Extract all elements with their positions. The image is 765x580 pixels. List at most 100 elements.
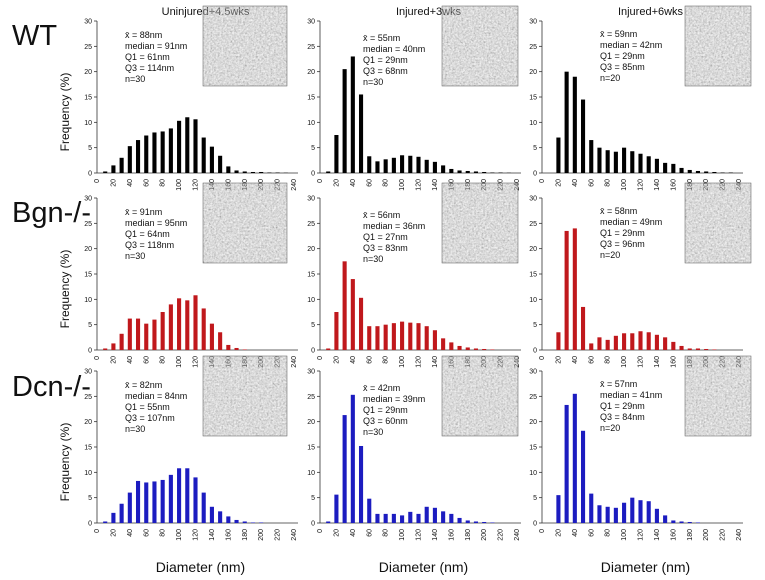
histogram-bar [127,146,132,173]
y-tick-label: 20 [307,69,315,76]
histogram-bar [326,348,331,350]
histogram-bar [482,171,487,173]
x-tick-label: 60 [366,356,373,364]
x-tick-label: 100 [621,529,628,541]
y-tick-label: 20 [529,69,537,76]
histogram-bar [473,171,479,173]
x-tick-label: 240 [736,529,743,541]
stats-line: Q3 = 118nm [125,240,174,250]
stats-line: median = 41nm [600,390,662,400]
y-tick-label: 0 [88,521,92,528]
x-tick-label: 20 [555,179,562,187]
y-tick-label: 20 [307,419,315,426]
x-tick-label: 120 [638,529,645,541]
x-tick-label: 80 [160,529,167,537]
histogram-bar [400,155,405,173]
y-tick-label: 20 [84,69,92,76]
histogram-bar [432,330,437,350]
histogram-bar [267,172,272,173]
stats-line: x̄ = 55nm [363,33,400,43]
x-tick-label: 100 [399,179,406,191]
micrograph-border [684,182,752,264]
column-title: Injured+6wks [618,6,684,18]
histogram-bar [408,322,413,350]
stats-line: Q1 = 29nm [363,405,408,415]
histogram-bar [127,318,132,350]
histogram-bar [687,348,692,350]
stats-line: x̄ = 59nm [600,29,637,39]
x-tick-label: 40 [572,529,579,537]
histogram-bar [704,348,709,350]
histogram-bar [342,415,347,523]
x-tick-label: 160 [448,529,455,541]
stats-line: Q3 = 68nm [363,66,408,76]
x-tick-label: 60 [588,356,595,364]
histogram-bar [218,332,223,350]
stats-line: Q1 = 64nm [125,229,170,239]
histogram-bar [168,128,173,173]
y-tick-label: 15 [307,272,315,279]
histogram-bar [638,500,643,523]
histogram-bar [712,349,717,350]
y-tick-label: 20 [529,419,537,426]
stats-line: x̄ = 82nm [125,380,162,390]
histogram-bar [441,511,446,523]
stats-line: median = 91nm [125,41,187,51]
y-tick-label: 10 [84,297,92,304]
histogram-bar [391,513,396,523]
histogram-bar [209,323,214,350]
histogram-bar [597,505,602,523]
y-tick-label: 0 [533,521,537,528]
stats-line: Q1 = 29nm [363,55,408,65]
stats-line: Q1 = 29nm [600,51,645,61]
histogram-bar [424,326,429,350]
histogram-bar [646,332,651,350]
histogram-bar [383,159,388,173]
histogram-bar [226,516,231,523]
stats-line: x̄ = 88nm [125,30,162,40]
y-tick-label: 0 [533,348,537,355]
x-tick-label: 40 [350,529,357,537]
histogram-bar [209,506,214,523]
stats-line: x̄ = 57nm [600,379,637,389]
stats-line: n=20 [600,73,620,83]
histogram-bar [367,326,372,350]
histogram-bar [613,151,618,173]
x-axis-label: Diameter (nm) [379,559,468,575]
y-tick-label: 5 [533,322,537,329]
stats-line: Q1 = 61nm [125,52,170,62]
histogram-bar [646,156,651,173]
y-tick-label: 15 [307,445,315,452]
histogram-bar [103,171,108,173]
histogram-bar [168,304,173,350]
x-tick-label: 60 [143,529,150,537]
x-tick-label: 180 [242,529,249,541]
y-tick-label: 15 [529,272,537,279]
histogram-bar [449,513,454,523]
histogram-bar [408,511,413,523]
micrograph-border [684,355,752,437]
micrograph-border [441,5,519,87]
histogram-bar [482,521,487,523]
x-tick-label: 160 [670,529,677,541]
x-tick-label: 120 [638,179,645,191]
histogram-bar [250,171,256,173]
histogram-bar [490,349,495,350]
micrograph-inset [203,183,287,263]
stats-line: Q1 = 29nm [600,228,645,238]
stats-line: median = 84nm [125,391,187,401]
x-tick-label: 160 [225,529,232,541]
stats-line: n=30 [363,254,383,264]
y-tick-label: 5 [311,145,315,152]
histogram-bar [589,140,594,173]
y-tick-label: 30 [529,19,537,26]
x-tick-label: 120 [193,179,200,191]
histogram-bar [259,171,264,173]
micrograph-inset [685,183,751,263]
histogram-bar [185,300,190,350]
histogram-bar [572,228,577,350]
x-tick-label: 220 [498,529,505,541]
histogram-bar [185,468,190,523]
stats-line: n=20 [600,250,620,260]
y-tick-label: 0 [311,521,315,528]
